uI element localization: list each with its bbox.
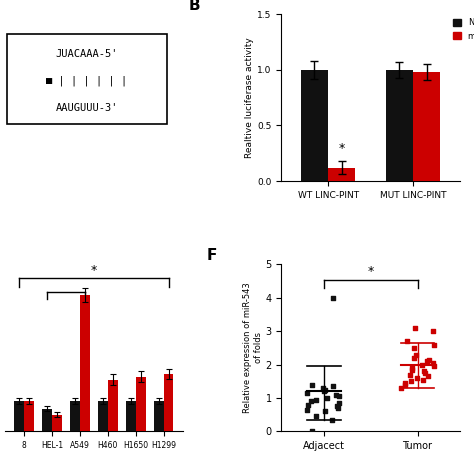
Text: JUACAAA-5': JUACAAA-5': [55, 49, 118, 59]
Point: [332, 391, 339, 399]
Point: [304, 401, 311, 409]
Point: [421, 369, 429, 377]
Text: ■ | | | | | |: ■ | | | | | |: [46, 76, 128, 86]
Bar: [126, 401, 136, 431]
Bar: [98, 401, 108, 431]
Point: [320, 388, 328, 395]
Point: [308, 381, 316, 388]
Point: [401, 379, 408, 387]
Bar: [136, 377, 146, 431]
Text: *: *: [367, 265, 374, 278]
Y-axis label: Relative expression of miR-543
of folds: Relative expression of miR-543 of folds: [243, 283, 263, 413]
Point: [308, 398, 315, 405]
Point: [308, 428, 316, 435]
Point: [410, 344, 418, 352]
Point: [418, 361, 426, 368]
Point: [328, 416, 336, 423]
Point: [334, 404, 342, 412]
Point: [407, 371, 414, 378]
Bar: [108, 380, 118, 431]
Point: [425, 356, 432, 364]
Point: [335, 392, 342, 400]
Point: [411, 324, 419, 332]
Bar: [42, 409, 52, 431]
Point: [335, 399, 343, 407]
Legend: NC, miR-543 MIMIC: NC, miR-543 MIMIC: [453, 18, 474, 41]
Bar: [52, 415, 62, 431]
Point: [407, 377, 415, 385]
Point: [430, 341, 438, 348]
Point: [321, 408, 328, 415]
Point: [303, 406, 311, 413]
Text: *: *: [91, 264, 97, 277]
Text: F: F: [206, 248, 217, 263]
Bar: [413, 72, 440, 181]
Text: *: *: [338, 143, 345, 155]
Point: [323, 394, 331, 402]
Bar: [80, 295, 90, 431]
Point: [423, 357, 430, 365]
Point: [429, 328, 437, 335]
Point: [403, 337, 410, 345]
Point: [412, 351, 419, 358]
Point: [333, 402, 341, 410]
Point: [398, 384, 405, 392]
FancyBboxPatch shape: [7, 34, 167, 124]
Point: [319, 384, 327, 392]
Point: [312, 412, 319, 420]
Bar: [301, 70, 328, 181]
Bar: [70, 401, 80, 431]
Point: [329, 294, 337, 301]
Text: AAUGUUU-3': AAUGUUU-3': [55, 103, 118, 113]
Point: [321, 386, 329, 393]
Point: [408, 366, 416, 374]
Y-axis label: Realtive luciferase activity: Realtive luciferase activity: [246, 37, 255, 158]
Point: [430, 363, 438, 370]
Bar: [24, 401, 34, 431]
Point: [419, 376, 427, 383]
Bar: [154, 401, 164, 431]
Point: [408, 364, 416, 372]
Bar: [386, 70, 413, 181]
Bar: [164, 374, 173, 431]
Point: [410, 354, 418, 362]
Point: [424, 373, 432, 380]
Bar: [15, 401, 24, 431]
Point: [413, 374, 420, 382]
Point: [401, 381, 409, 388]
Point: [429, 359, 437, 367]
Bar: [328, 168, 355, 181]
Point: [303, 389, 310, 397]
Point: [329, 383, 337, 390]
Text: B: B: [189, 0, 200, 12]
Point: [312, 396, 320, 403]
Point: [420, 367, 428, 375]
